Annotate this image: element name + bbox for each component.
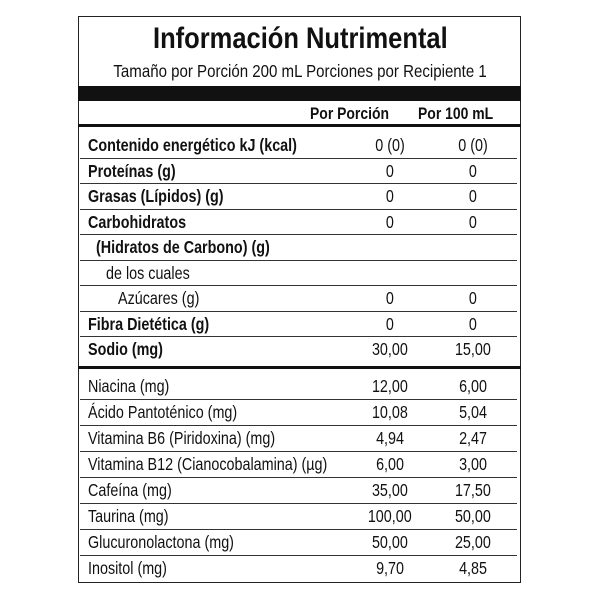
nutrient-label: Cafeína (mg) <box>88 480 172 500</box>
value-per-portion: 6,00 <box>376 454 404 474</box>
value-per-100: 15,00 <box>455 339 491 359</box>
nutrient-row: Ácido Pantoténico (mg) 10,08 5,04 <box>80 400 517 426</box>
value-per-portion: 9,70 <box>376 558 404 578</box>
header-per-portion: Por Porción <box>310 104 390 123</box>
nutrient-row: Vitamina B12 (Cianocobalamina) (µg) 6,00… <box>80 452 517 478</box>
serving-info: Tamaño por Porción 200 mL Porciones por … <box>113 61 487 81</box>
nutrient-label: Proteínas (g) <box>88 160 176 181</box>
nutrient-label: de los cuales <box>106 262 190 283</box>
nutrient-label: Glucuronolactona (mg) <box>88 532 234 552</box>
nutrient-row: Cafeína (mg) 35,00 17,50 <box>80 478 517 504</box>
value-per-portion: 30,00 <box>372 339 408 359</box>
value-per-portion <box>350 237 430 258</box>
nutrient-label: (Hidratos de Carbono) (g) <box>96 237 270 257</box>
nutrient-row: Azúcares (g) 0 0 <box>80 286 517 312</box>
nutrient-row: Proteínas (g) 0 0 <box>80 159 517 184</box>
divider <box>78 366 521 369</box>
nutrient-label: Vitamina B6 (Piridoxina) (mg) <box>88 428 276 448</box>
nutrient-row: (Hidratos de Carbono) (g) <box>80 235 517 261</box>
value-per-100: 3,00 <box>459 454 487 474</box>
value-per-100: 25,00 <box>455 532 491 552</box>
value-per-100: 0 <box>469 313 477 334</box>
value-per-100: 0 <box>469 160 477 181</box>
value-per-portion <box>350 263 430 284</box>
value-per-100: 0 (0) <box>458 135 488 155</box>
value-per-portion: 0 <box>386 160 394 181</box>
nutrient-row: Contenido energético kJ (kcal) 0 (0) 0 (… <box>80 133 517 159</box>
value-per-100: 6,00 <box>459 376 487 396</box>
nutrient-row: Inositol (mg) 9,70 4,85 <box>80 556 517 582</box>
value-per-100 <box>433 237 513 258</box>
nutrient-label: Vitamina B12 (Cianocobalamina) (µg) <box>88 454 328 474</box>
nutrient-label: Ácido Pantoténico (mg) <box>88 402 238 422</box>
value-per-portion: 0 <box>386 211 394 232</box>
divider <box>78 124 521 127</box>
value-per-portion: 0 <box>386 288 394 308</box>
value-per-100: 4,85 <box>459 558 487 578</box>
header-per-100: Por 100 mL <box>418 104 494 123</box>
nutrient-label: Grasas (Lípidos) (g) <box>88 186 224 206</box>
nutrient-row: Glucuronolactona (mg) 50,00 25,00 <box>80 530 517 556</box>
value-per-100: 5,04 <box>459 402 487 422</box>
nutrient-row: Taurina (mg) 100,00 50,00 <box>80 504 517 530</box>
value-per-portion: 100,00 <box>368 506 412 526</box>
nutrient-label: Carbohidratos <box>88 211 187 232</box>
value-per-portion: 0 <box>386 186 394 206</box>
nutrient-label: Azúcares (g) <box>118 288 200 308</box>
nutrient-label: Inositol (mg) <box>88 558 167 578</box>
nutrient-row: Niacina (mg) 12,00 6,00 <box>80 374 517 400</box>
nutrient-label: Niacina (mg) <box>88 376 170 396</box>
header-bar <box>78 86 521 101</box>
value-per-portion: 0 (0) <box>375 135 405 155</box>
value-per-100: 0 <box>469 211 477 232</box>
value-per-100: 17,50 <box>455 480 491 500</box>
nutrient-row: Sodio (mg) 30,00 15,00 <box>80 337 517 363</box>
value-per-portion: 0 <box>386 313 394 334</box>
value-per-100: 0 <box>469 288 477 308</box>
nutrient-label: Sodio (mg) <box>88 339 163 359</box>
nutrient-row: Carbohidratos 0 0 <box>80 210 517 235</box>
nutrient-row: de los cuales <box>80 261 517 286</box>
nutrition-label <box>78 16 521 583</box>
nutrient-label: Taurina (mg) <box>88 506 169 526</box>
value-per-portion: 12,00 <box>372 376 408 396</box>
value-per-portion: 10,08 <box>372 402 408 422</box>
nutrient-row: Vitamina B6 (Piridoxina) (mg) 4,94 2,47 <box>80 426 517 452</box>
value-per-100 <box>433 263 513 284</box>
nutrient-row: Grasas (Lípidos) (g) 0 0 <box>80 184 517 210</box>
value-per-100: 0 <box>469 186 477 206</box>
value-per-100: 2,47 <box>459 428 487 448</box>
nutrient-label: Contenido energético kJ (kcal) <box>88 135 297 155</box>
value-per-100: 50,00 <box>455 506 491 526</box>
label-title: Información Nutrimental <box>152 22 448 55</box>
nutrient-label: Fibra Dietética (g) <box>88 313 210 334</box>
value-per-portion: 35,00 <box>372 480 408 500</box>
nutrient-row: Fibra Dietética (g) 0 0 <box>80 312 517 337</box>
value-per-portion: 50,00 <box>372 532 408 552</box>
value-per-portion: 4,94 <box>376 428 404 448</box>
